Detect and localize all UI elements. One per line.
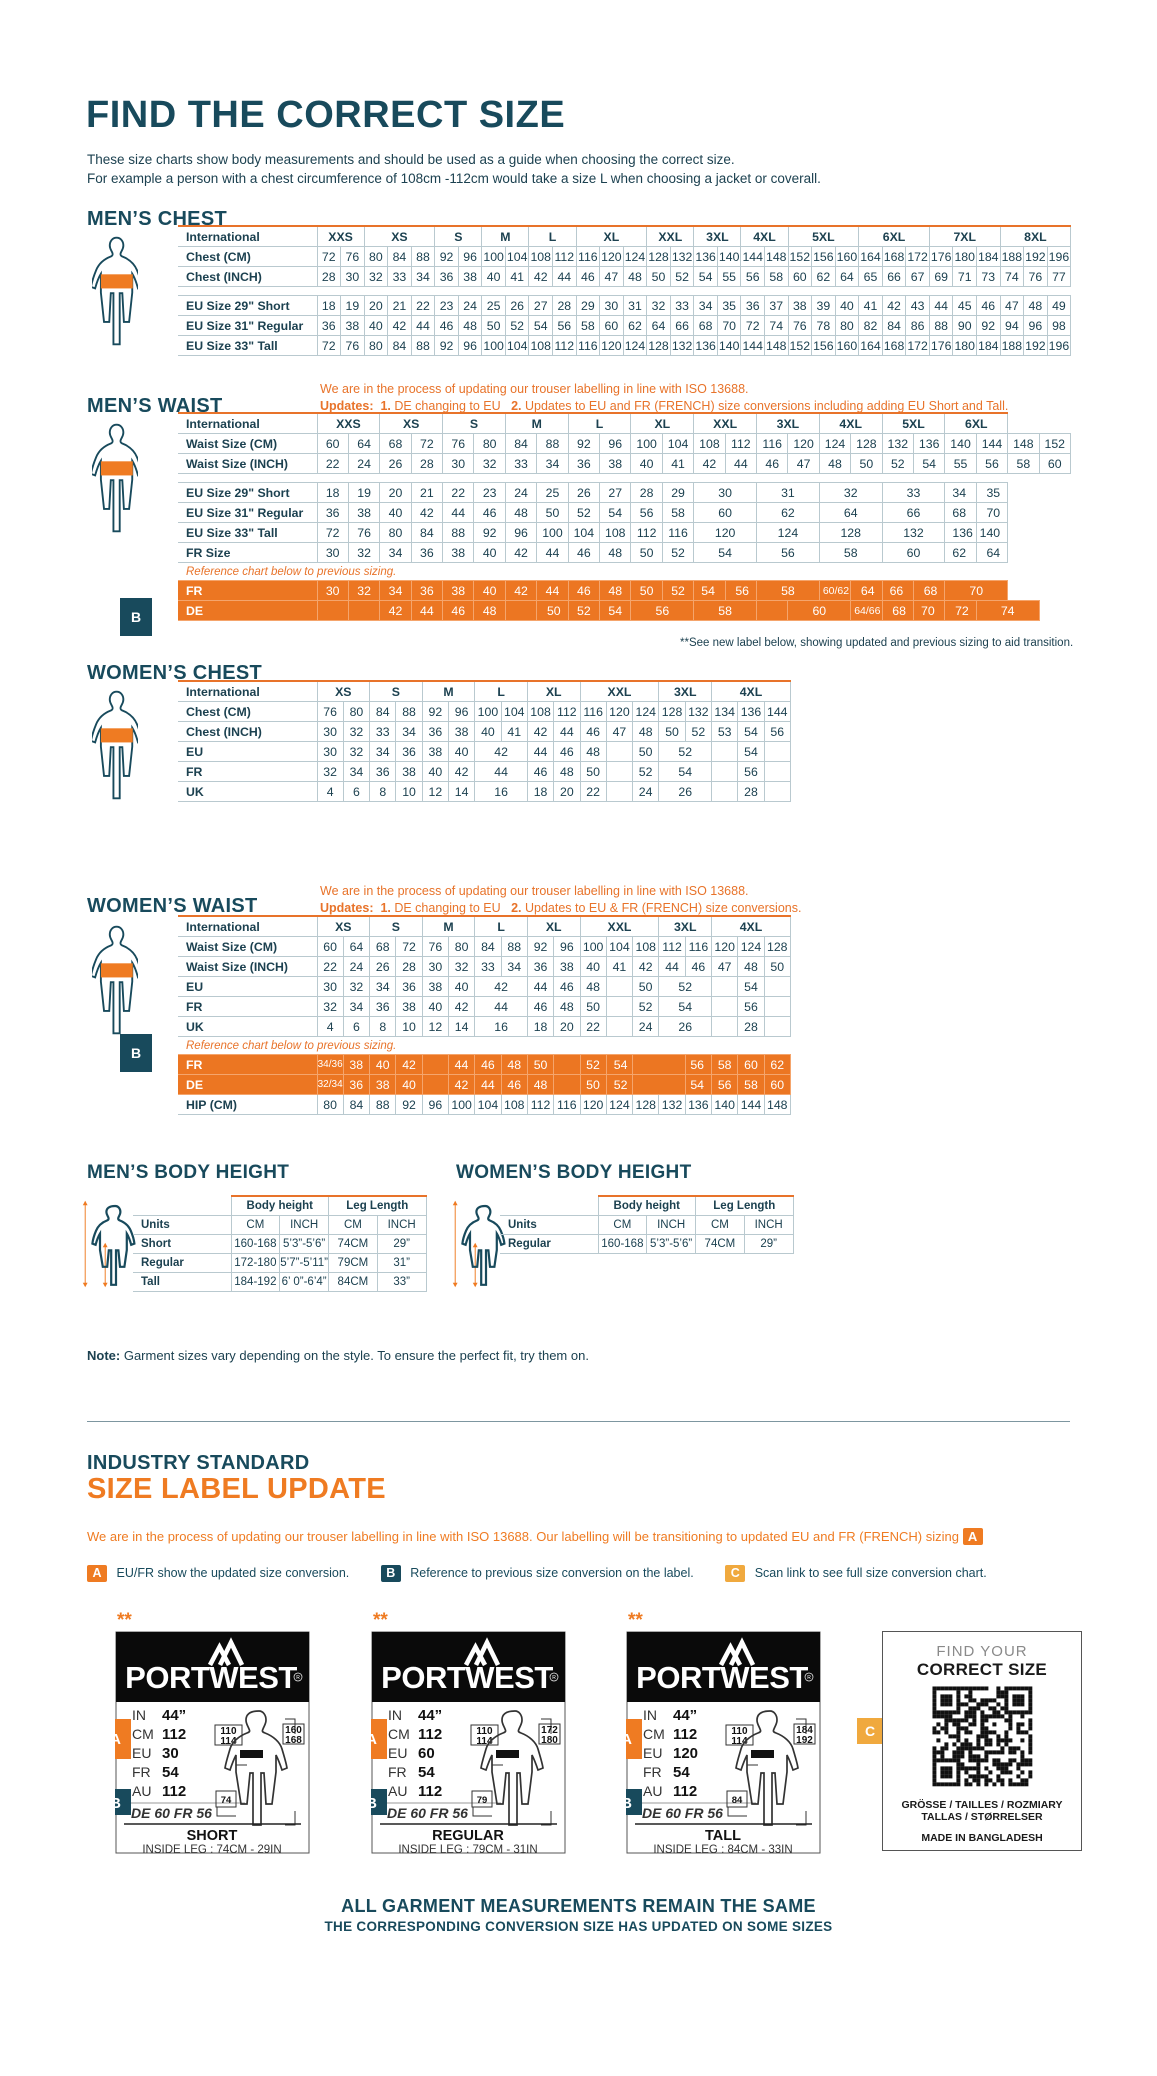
svg-text:EU: EU — [132, 1745, 151, 1761]
svg-text:R: R — [296, 1675, 300, 1681]
svg-text:74: 74 — [221, 1795, 232, 1806]
svg-text:44”: 44” — [418, 1707, 442, 1724]
svg-text:54: 54 — [162, 1764, 179, 1781]
svg-text:112: 112 — [673, 1783, 697, 1800]
svg-text:FR: FR — [643, 1764, 662, 1780]
svg-text:44”: 44” — [162, 1707, 186, 1724]
svg-text:DE 60 FR 56: DE 60 FR 56 — [387, 1805, 468, 1821]
svg-text:CM: CM — [643, 1726, 665, 1742]
svg-text:DE 60 FR 56: DE 60 FR 56 — [131, 1805, 212, 1821]
svg-text:**: ** — [628, 1612, 643, 1631]
svg-text:CM: CM — [132, 1726, 154, 1742]
svg-text:IN: IN — [388, 1707, 402, 1723]
svg-text:B: B — [371, 1795, 377, 1812]
svg-text:54: 54 — [673, 1764, 690, 1781]
svg-text:R: R — [807, 1675, 811, 1681]
svg-text:112: 112 — [673, 1726, 697, 1743]
svg-text:44”: 44” — [673, 1707, 697, 1724]
svg-text:180: 180 — [541, 1735, 558, 1746]
svg-text:EU: EU — [388, 1745, 407, 1761]
svg-text:120: 120 — [673, 1745, 698, 1762]
svg-text:AU: AU — [388, 1783, 407, 1799]
svg-text:A: A — [115, 1731, 121, 1748]
svg-text:AU: AU — [132, 1783, 151, 1799]
svg-text:A: A — [626, 1731, 632, 1748]
svg-text:84: 84 — [732, 1795, 743, 1806]
svg-text:B: B — [115, 1795, 121, 1812]
svg-text:60: 60 — [418, 1745, 435, 1762]
svg-text:54: 54 — [418, 1764, 435, 1781]
svg-text:AU: AU — [643, 1783, 662, 1799]
svg-text:INSIDE LEG : 74CM - 29IN: INSIDE LEG : 74CM - 29IN — [142, 1844, 281, 1855]
svg-text:IN: IN — [132, 1707, 146, 1723]
svg-text:CM: CM — [388, 1726, 410, 1742]
svg-text:168: 168 — [285, 1735, 302, 1746]
svg-text:112: 112 — [418, 1783, 442, 1800]
svg-text:79: 79 — [477, 1795, 488, 1806]
svg-text:EU: EU — [643, 1745, 662, 1761]
svg-text:112: 112 — [162, 1783, 186, 1800]
svg-text:FR: FR — [132, 1764, 151, 1780]
svg-text:30: 30 — [162, 1745, 179, 1762]
svg-text:A: A — [371, 1731, 377, 1748]
svg-text:R: R — [552, 1675, 556, 1681]
svg-text:112: 112 — [162, 1726, 186, 1743]
svg-text:INSIDE LEG : 79CM - 31IN: INSIDE LEG : 79CM - 31IN — [398, 1844, 537, 1855]
svg-text:FR: FR — [388, 1764, 407, 1780]
svg-text:192: 192 — [796, 1735, 813, 1746]
svg-text:112: 112 — [418, 1726, 442, 1743]
svg-text:**: ** — [373, 1612, 388, 1631]
svg-text:**: ** — [117, 1612, 132, 1631]
svg-text:B: B — [626, 1795, 632, 1812]
svg-text:REGULAR: REGULAR — [432, 1828, 504, 1844]
svg-text:INSIDE LEG : 84CM - 33IN: INSIDE LEG : 84CM - 33IN — [653, 1844, 792, 1855]
svg-text:TALL: TALL — [705, 1828, 741, 1844]
svg-text:IN: IN — [643, 1707, 657, 1723]
svg-text:DE 60 FR 56: DE 60 FR 56 — [642, 1805, 723, 1821]
svg-text:SHORT: SHORT — [187, 1828, 238, 1844]
